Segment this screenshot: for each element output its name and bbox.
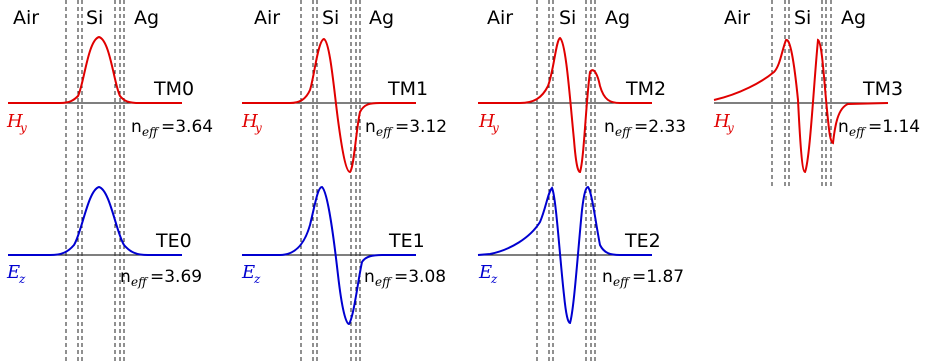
panel-2-te-field-label: E z — [478, 262, 498, 286]
panel-1-ag-label: Ag — [369, 7, 394, 29]
panel-3-tm-field-base: H — [713, 111, 730, 132]
panel-0-ag-label: Ag — [134, 7, 159, 29]
panel-3-tm-name: TM3 — [862, 78, 903, 100]
panel-1-te-neff-sub: eff — [375, 275, 393, 289]
panel-2-te-curve — [477, 185, 652, 325]
panel-2-tm-neff: n eff =2.33 — [604, 117, 686, 139]
panel-1-si-label: Si — [322, 7, 339, 29]
panel-2-air-label: Air — [487, 7, 513, 29]
panel-0-tm-field-label: H y — [6, 111, 27, 135]
panel-1-tm-field-sub: y — [254, 121, 262, 135]
panel-2-te-neff-sub: eff — [613, 275, 631, 289]
panel-0-tm-name: TM0 — [153, 78, 194, 100]
panel-3-tm-field-label: H y — [713, 111, 734, 135]
panel-0-te-field-base: E — [6, 262, 20, 283]
panel-1-tm-curve — [242, 37, 416, 174]
panel-1-tm-neff-value: =3.12 — [395, 117, 447, 137]
panel-0-tm-neff-value: =3.64 — [161, 117, 213, 137]
panel-0: Air Si Ag TM0 H y n eff =3.64 TE0 E z n … — [6, 0, 213, 363]
panel-1-tm-name: TM1 — [387, 78, 428, 100]
panel-0-interface-lines — [65, 0, 125, 363]
panel-3-tm-field-sub: y — [726, 121, 734, 135]
panel-1-te-field-sub: z — [253, 272, 261, 286]
panel-2-tm-field-sub: y — [491, 121, 499, 135]
panel-1-te-field-label: E z — [241, 262, 261, 286]
panel-1-tm-neff-n: n — [365, 117, 376, 137]
panel-0-air-label: Air — [13, 7, 39, 29]
panel-2-tm-neff-n: n — [604, 117, 615, 137]
panel-3-tm-curve — [713, 38, 889, 174]
panel-3-tm-neff-sub: eff — [849, 125, 867, 139]
panel-2-te-neff-n: n — [602, 267, 613, 287]
panel-2-tm-name: TM2 — [625, 78, 666, 100]
panel-2-si-label: Si — [559, 7, 576, 29]
panel-1-te-field-base: E — [241, 262, 255, 283]
panel-0-tm-field-base: H — [6, 111, 23, 132]
panel-1-te-neff-value: =3.08 — [394, 267, 446, 287]
panel-2-tm-field-label: H y — [478, 111, 499, 135]
panel-2-tm-field-base: H — [478, 111, 495, 132]
panel-0-te-neff-n: n — [120, 267, 131, 287]
panel-3-ag-label: Ag — [841, 7, 866, 29]
panel-2-te-name: TE2 — [624, 230, 661, 252]
panel-1-tm-field-base: H — [241, 111, 258, 132]
panel-2-te-field-base: E — [478, 262, 492, 283]
panel-0-tm-neff: n eff =3.64 — [131, 117, 213, 139]
panel-1-interface-lines — [300, 0, 361, 363]
panel-1-te-neff: n eff =3.08 — [364, 267, 446, 289]
panel-0-te-name: TE0 — [155, 230, 192, 252]
panel-2-tm-neff-value: =2.33 — [634, 117, 686, 137]
panel-0-tm-field-sub: y — [19, 121, 27, 135]
panel-0-si-label: Si — [86, 7, 103, 29]
panel-3-tm-neff: n eff =1.14 — [838, 117, 920, 139]
panel-0-tm-neff-sub: eff — [142, 125, 160, 139]
panel-3-tm-neff-n: n — [838, 117, 849, 137]
panel-2-interface-lines — [536, 0, 596, 363]
panel-0-te-curve — [8, 185, 182, 256]
panel-1-te-name: TE1 — [388, 230, 425, 252]
panel-0-te-neff-value: =3.69 — [150, 267, 202, 287]
panel-0-tm-neff-n: n — [131, 117, 142, 137]
panel-2-tm-neff-sub: eff — [615, 125, 633, 139]
panel-3-air-label: Air — [724, 7, 750, 29]
panel-2-ag-label: Ag — [605, 7, 630, 29]
panel-0-te-neff: n eff =3.69 — [120, 267, 202, 289]
panel-0-te-field-sub: z — [18, 272, 26, 286]
panel-1-te-neff-n: n — [364, 267, 375, 287]
panel-2-tm-curve — [478, 36, 652, 174]
panel-3-si-label: Si — [794, 7, 811, 29]
panel-3-tm-neff-value: =1.14 — [868, 117, 920, 137]
panel-1-tm-field-label: H y — [241, 111, 262, 135]
panel-2-te-field-sub: z — [490, 272, 498, 286]
panel-0-te-field-label: E z — [6, 262, 26, 286]
panel-1-tm-neff-sub: eff — [376, 125, 394, 139]
panel-2-te-neff-value: =1.87 — [632, 267, 684, 287]
panel-0-te-neff-sub: eff — [131, 275, 149, 289]
panel-1-air-label: Air — [254, 7, 280, 29]
panel-2-te-neff: n eff =1.87 — [602, 267, 684, 289]
panel-1-te-curve — [242, 185, 416, 326]
panel-2: Air Si Ag TM2 H y n eff =2.33 TE2 E z n … — [477, 0, 686, 363]
panel-1: Air Si Ag TM1 H y n eff =3.12 TE1 E z n … — [241, 0, 447, 363]
panel-1-tm-neff: n eff =3.12 — [365, 117, 447, 139]
panel-3: Air Si Ag TM3 H y n eff =1.14 — [713, 0, 920, 188]
panel-0-tm-curve — [8, 35, 182, 104]
